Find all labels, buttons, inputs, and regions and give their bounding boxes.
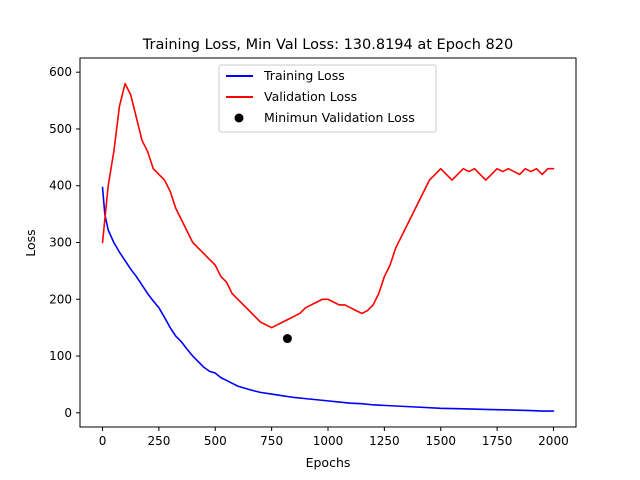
y-tick-label: 100 <box>49 349 72 363</box>
y-tick-label: 200 <box>49 292 72 306</box>
legend-box <box>218 64 437 133</box>
marker-layer <box>282 334 292 344</box>
legend: Training Loss Validation Loss Minimun Va… <box>218 64 437 133</box>
y-tick-label: 0 <box>64 406 72 420</box>
minimum-validation-loss-point <box>282 334 292 344</box>
y-tick-label: 400 <box>49 179 72 193</box>
x-tick-label: 2000 <box>538 434 569 448</box>
series-layer <box>101 82 555 412</box>
series-line-validation-loss <box>101 82 555 329</box>
x-tick-label: 1250 <box>369 434 400 448</box>
legend-training-label: Training Loss <box>263 68 345 83</box>
y-tick-label: 600 <box>49 65 72 79</box>
x-tick-label: 1500 <box>425 434 456 448</box>
x-tick-label: 250 <box>147 434 170 448</box>
y-axis-label: Loss <box>23 229 38 256</box>
legend-validation-label: Validation Loss <box>264 89 357 104</box>
y-axis-ticks: 0 100 200 300 400 500 600 <box>49 65 80 420</box>
chart-title: Training Loss, Min Val Loss: 130.8194 at… <box>142 37 513 53</box>
y-tick-label: 500 <box>49 122 72 136</box>
legend-min-point-marker <box>234 113 244 123</box>
x-axis-label: Epochs <box>306 455 351 470</box>
x-tick-label: 750 <box>260 434 283 448</box>
x-axis-ticks: 0 250 500 750 1000 1250 1500 1750 2000 <box>99 427 569 448</box>
legend-min-point-label: Minimun Validation Loss <box>264 110 415 125</box>
y-tick-label: 300 <box>49 236 72 250</box>
x-tick-label: 1000 <box>313 434 344 448</box>
x-tick-label: 1750 <box>482 434 513 448</box>
x-tick-label: 0 <box>99 434 107 448</box>
series-line-training-loss <box>101 186 555 412</box>
x-tick-label: 500 <box>204 434 227 448</box>
